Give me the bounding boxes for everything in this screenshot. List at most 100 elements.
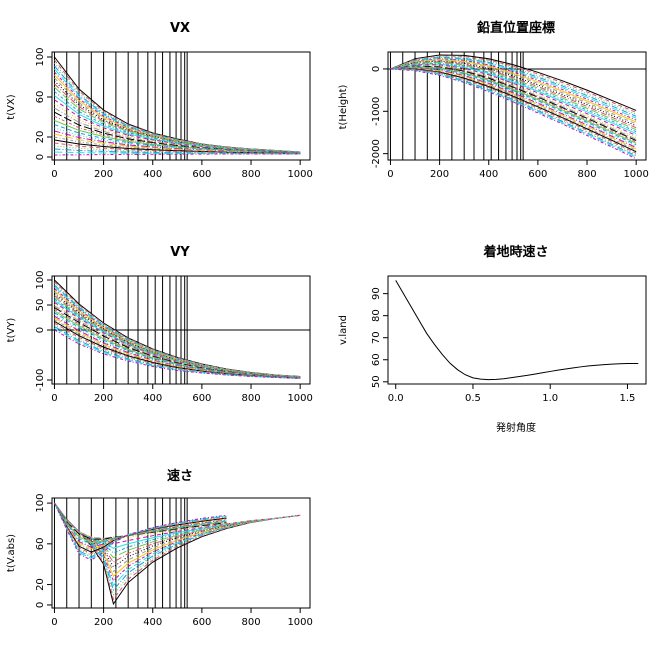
series-line-vy (54, 315, 301, 379)
series-line-speed (54, 502, 227, 561)
x-tick-label-vy: 1000 (287, 393, 312, 404)
y-tick-label-speed: 60 (35, 537, 46, 550)
x-tick-label-height: 600 (528, 169, 547, 180)
series-line-speed (54, 502, 301, 596)
plot-frame-vy (51, 275, 311, 385)
plot-area-height (388, 52, 646, 160)
panel-height: 鉛直位置座標 t(Height) 0 200 400 600 800 1000-2000-… (338, 20, 649, 180)
y-tick-label-landing-speed: 70 (371, 331, 382, 344)
plot-frame-speed (51, 497, 311, 609)
series-line-height (390, 68, 637, 154)
series-line-height (390, 68, 637, 158)
panel-vx: VX t(VX) 0 200 400 600 800 1000 0 20 60 100 (6, 21, 313, 180)
plot-area-vx (53, 52, 301, 160)
y-tick-label-vx: 60 (35, 91, 46, 104)
x-tick-label-vy: 0 (51, 393, 57, 404)
series-line-speed (54, 502, 301, 601)
y-tick-label-speed: 20 (35, 578, 46, 591)
series-line-height (390, 60, 637, 127)
ylabel-vx: t(VX) (6, 94, 17, 120)
y-axis-vy: -100 0 50 100 (35, 270, 52, 391)
y-tick-label-vy: 50 (35, 299, 46, 312)
series-line-speed (54, 502, 227, 551)
y-tick-label-vx: 20 (35, 131, 46, 144)
x-tick-label-height: 1000 (623, 169, 648, 180)
series-line-speed (54, 502, 301, 545)
chart-title-height: 鉛直位置座標 (477, 20, 555, 36)
y-tick-label-vx: 100 (35, 47, 46, 66)
y-axis-landing-speed: 50 60 70 80 90 (371, 287, 388, 388)
x-tick-label-speed: 0 (51, 617, 57, 628)
series-line-speed (54, 502, 227, 558)
x-axis-landing-speed: 0.0 0.5 1.0 1.5 (388, 384, 636, 404)
series-line-vy (54, 305, 301, 379)
x-tick-label-vy: 800 (241, 393, 260, 404)
chart-title-speed: 速さ (167, 468, 193, 484)
x-tick-label-vy: 400 (143, 393, 162, 404)
plot-frame-height (387, 51, 647, 161)
y-tick-label-vx: 0 (35, 154, 46, 160)
x-tick-label-vy: 200 (94, 393, 113, 404)
series-line-height (390, 68, 637, 157)
x-tick-label-speed: 1000 (287, 617, 312, 628)
y-tick-label-landing-speed: 90 (371, 287, 382, 300)
x-axis-height: 0 200 400 600 800 1000 (387, 160, 649, 180)
y-tick-label-vy: -100 (35, 369, 46, 392)
y-tick-label-speed: 100 (35, 494, 46, 513)
series-line-speed (54, 502, 227, 555)
x-tick-label-landing-speed: 0.0 (388, 393, 404, 404)
x-axis-speed: 0 200 400 600 800 1000 (51, 608, 313, 628)
series-line-vx (54, 120, 301, 154)
x-tick-label-vx: 800 (241, 169, 260, 180)
marks-vy: 0 200 400 600 800 1000 -100 0 50 100 (35, 270, 313, 404)
series-line-vx (54, 124, 301, 154)
ylabel-speed: t(V.abs) (6, 534, 17, 572)
x-tick-label-landing-speed: 1.5 (620, 393, 636, 404)
series-line-speed (54, 502, 227, 560)
x-tick-label-vx: 1000 (287, 169, 312, 180)
series-line-height (390, 65, 637, 143)
x-tick-label-speed: 600 (192, 617, 211, 628)
series-line-height (390, 54, 637, 111)
series-line-vx (54, 148, 301, 155)
ylabel-height: t(Height) (338, 85, 349, 130)
series-line-landing-speed (395, 280, 639, 381)
plot-frame-landing-speed (387, 275, 647, 385)
series-line-vx (54, 151, 301, 155)
series-line-height (390, 66, 637, 144)
series-line-vy (54, 312, 301, 379)
series-line-height (390, 57, 637, 119)
series-line-height (390, 63, 637, 135)
series-line-vy (54, 307, 301, 379)
y-tick-label-height: -1000 (371, 97, 382, 126)
series-line-height (390, 67, 637, 148)
series-line-vx (54, 153, 301, 156)
chart-title-vx: VX (170, 21, 190, 36)
marks-height: 0 200 400 600 800 1000 -2000 -1000 0 (371, 52, 649, 180)
series-line-height (390, 62, 637, 133)
panel-landing-speed: 着地時速さ v.land 発射角度 0.0 0.5 1.0 1.5 50 60 70 80 90 (338, 244, 647, 434)
x-tick-label-vx: 400 (143, 169, 162, 180)
y-tick-label-height: 0 (371, 66, 382, 72)
series-line-speed (54, 502, 227, 550)
series-line-height (390, 68, 637, 153)
xlabel-landing-speed: 発射角度 (496, 421, 536, 434)
y-tick-label-speed: 0 (35, 602, 46, 608)
series-line-height (390, 55, 637, 113)
x-tick-label-vx: 600 (192, 169, 211, 180)
y-tick-label-landing-speed: 60 (371, 353, 382, 366)
series-line-vy (54, 327, 301, 379)
series-line-height (390, 68, 637, 160)
panel-speed: 速さ t(V.abs) 0 200 400 600 800 1000 0 20 60 100 (6, 468, 313, 628)
series-line-height (390, 65, 637, 141)
series-line-vx (54, 133, 301, 154)
series-line-vx (54, 87, 301, 153)
chart-title-landing-speed: 着地時速さ (482, 244, 548, 260)
y-tick-label-vy: 0 (35, 327, 46, 333)
y-tick-label-vy: 100 (35, 270, 46, 289)
series-line-height (390, 56, 637, 117)
plot-area-vy (52, 276, 310, 384)
y-tick-label-landing-speed: 80 (371, 309, 382, 322)
y-axis-height: -2000 -1000 0 (371, 66, 388, 168)
